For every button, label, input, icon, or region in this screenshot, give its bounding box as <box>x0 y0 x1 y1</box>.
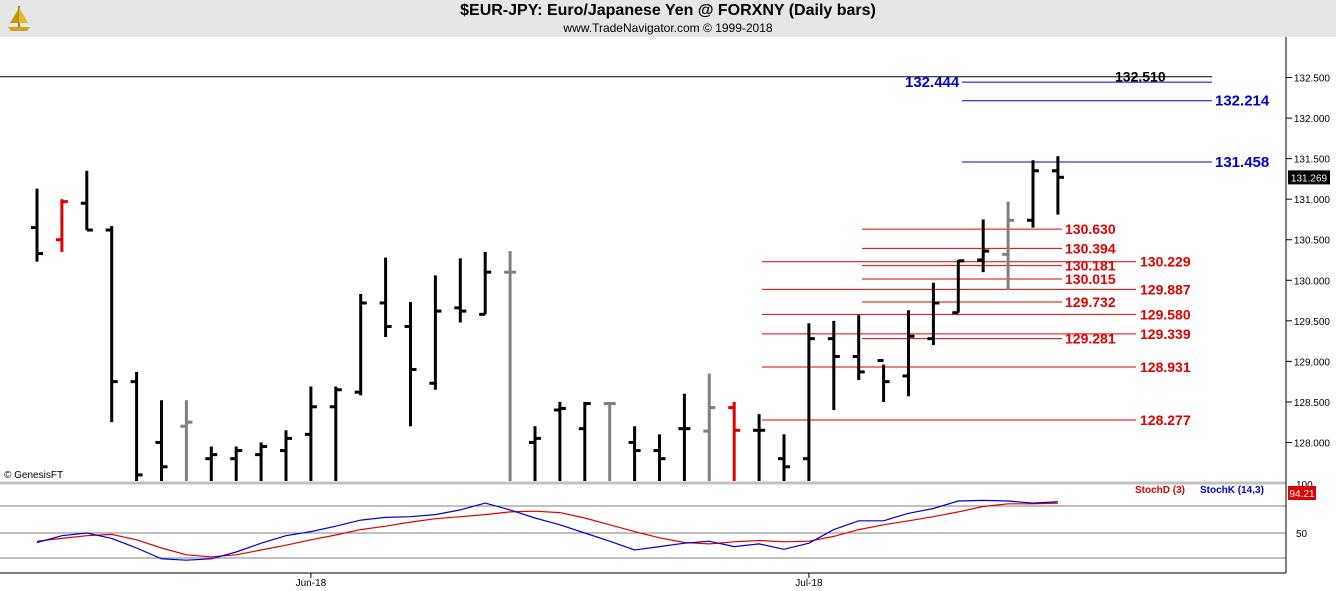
price-tick-label: 129.000 <box>1294 357 1331 368</box>
legend-stochd: StochD (3) <box>1135 485 1185 496</box>
level-label: 132.214 <box>1215 93 1270 110</box>
price-tick-label: 132.000 <box>1294 114 1331 125</box>
price-tick-label: 131.500 <box>1294 155 1331 166</box>
stoch-tick-label: 50 <box>1296 529 1308 540</box>
price-tick-label: 128.500 <box>1294 398 1331 409</box>
stoch-last-label: 94.21 <box>1289 489 1314 500</box>
price-tick-label: 132.500 <box>1294 74 1331 85</box>
level-label: 132.510 <box>1115 69 1166 85</box>
chart-subtitle: www.TradeNavigator.com © 1999-2018 <box>563 21 773 35</box>
price-tick-label: 128.000 <box>1294 438 1331 449</box>
last-price-label: 131.269 <box>1291 173 1328 184</box>
price-tick-label: 130.000 <box>1294 276 1331 287</box>
level-label: 130.630 <box>1065 221 1116 237</box>
level-label: 129.732 <box>1065 294 1116 310</box>
level-label: 129.580 <box>1140 306 1191 322</box>
stoch-last-box <box>1288 486 1316 500</box>
level-label: 130.015 <box>1065 271 1116 287</box>
chart-header: $EUR-JPY: Euro/Japanese Yen @ FORXNY (Da… <box>0 0 1336 37</box>
level-label: 132.444 <box>905 74 960 91</box>
price-panel <box>0 37 1286 483</box>
legend-stochk: StochK (14,3) <box>1200 485 1264 496</box>
copyright-label: © GenesisFT <box>4 470 63 481</box>
level-label: 128.931 <box>1140 359 1191 375</box>
level-label: 129.887 <box>1140 281 1191 297</box>
last-price-box <box>1288 170 1330 185</box>
level-label: 130.181 <box>1065 258 1116 274</box>
price-tick-label: 129.500 <box>1294 317 1331 328</box>
level-label: 131.458 <box>1215 154 1269 171</box>
stoch-line <box>36 499 1058 561</box>
level-label: 129.339 <box>1140 326 1191 342</box>
price-tick-label: 131.000 <box>1294 195 1331 206</box>
price-tick-label: 130.500 <box>1294 236 1331 247</box>
sailing-ship-logo-icon <box>8 6 30 31</box>
stoch-line <box>36 502 1058 558</box>
level-label: 130.394 <box>1065 240 1116 256</box>
stoch-tick-label: 100 <box>1296 480 1313 491</box>
time-tick-label: Jul-18 <box>795 578 823 589</box>
time-tick-label: Jun-18 <box>296 578 327 589</box>
chart-title: $EUR-JPY: Euro/Japanese Yen @ FORXNY (Da… <box>460 2 876 19</box>
level-label: 128.277 <box>1140 412 1191 428</box>
level-label: 129.281 <box>1065 331 1116 347</box>
price-chart: 132.510 132.444 132.214 131.458 130.630 130.3… <box>0 37 1331 589</box>
level-label: 130.229 <box>1140 254 1191 270</box>
